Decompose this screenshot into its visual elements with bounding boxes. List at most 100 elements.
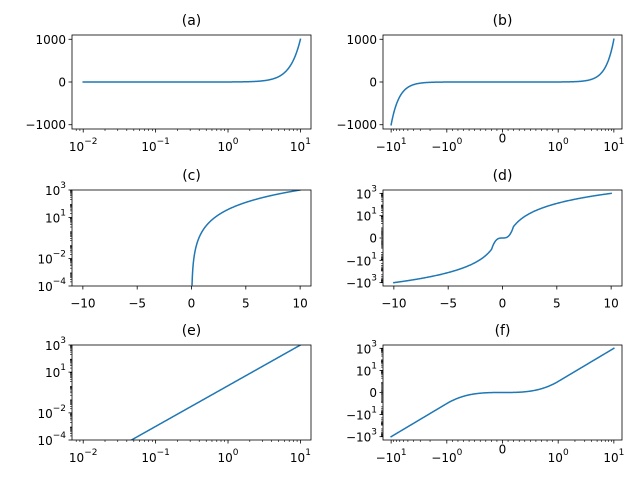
y-tick-label: 0 bbox=[369, 232, 377, 246]
x-tick-label-base: 10 bbox=[69, 140, 84, 154]
x-tick-label: 100 bbox=[548, 137, 569, 154]
subplot-title: (f) bbox=[495, 323, 511, 339]
y-tick-label-exponent: −4 bbox=[53, 431, 67, 441]
y-tick-label: 10−2 bbox=[37, 403, 66, 420]
x-tick-label: 0 bbox=[499, 297, 507, 311]
series-line-x3 bbox=[129, 345, 302, 440]
y-tick-label-exponent: 1 bbox=[60, 363, 66, 373]
series-line-x3 bbox=[191, 190, 301, 286]
x-tick-label-base: 10 bbox=[548, 451, 563, 465]
y-tick-label-exponent: 3 bbox=[371, 184, 377, 194]
axes-frame bbox=[71, 344, 312, 441]
x-tick-label: 101 bbox=[603, 448, 624, 465]
x-tick-label: −100 bbox=[431, 137, 462, 154]
x-tick-label-exponent: 1 bbox=[619, 137, 625, 147]
y-tick-label-base: 10 bbox=[37, 434, 52, 448]
y-tick-label-exponent: 3 bbox=[371, 339, 377, 349]
x-tick-label-exponent: 0 bbox=[457, 448, 463, 458]
y-tick-label-exponent: 1 bbox=[60, 208, 66, 218]
x-tick-label: 101 bbox=[290, 448, 311, 465]
x-tick-label: 5 bbox=[242, 297, 250, 311]
subplot-title: (e) bbox=[182, 323, 202, 339]
x-tick-label-exponent: −1 bbox=[157, 137, 170, 147]
x-tick-label: 10−2 bbox=[69, 448, 98, 465]
y-tick-label-exponent: 3 bbox=[371, 273, 377, 283]
x-tick-label-exponent: 0 bbox=[233, 448, 239, 458]
x-tick-label-base: 10 bbox=[603, 451, 618, 465]
x-tick-label: 0 bbox=[499, 132, 507, 146]
x-tick-label-exponent: 0 bbox=[563, 448, 569, 458]
y-tick-label-exponent: 1 bbox=[371, 405, 377, 415]
series-line-x3 bbox=[82, 38, 302, 83]
subplot-title: (c) bbox=[182, 168, 201, 184]
x-tick-label: 10−1 bbox=[141, 448, 170, 465]
y-tick-label: 103 bbox=[45, 181, 66, 198]
x-tick-label: 101 bbox=[603, 137, 624, 154]
y-tick-label-base: −10 bbox=[346, 430, 371, 444]
x-tick-label-base: 10 bbox=[69, 451, 84, 465]
x-tick-label-exponent: 0 bbox=[457, 137, 463, 147]
y-tick-label-base: 10 bbox=[356, 187, 371, 201]
x-tick-label: 0 bbox=[188, 297, 196, 311]
y-tick-label-base: 10 bbox=[45, 184, 60, 198]
x-tick-label-base: 10 bbox=[548, 140, 563, 154]
y-tick-label-base: 10 bbox=[37, 280, 52, 294]
y-tick-label-exponent: 3 bbox=[371, 427, 377, 437]
x-tick-label-exponent: 1 bbox=[401, 448, 407, 458]
y-tick-label: −103 bbox=[346, 273, 377, 290]
y-tick-label: 0 bbox=[369, 386, 377, 400]
y-tick-label-exponent: 1 bbox=[371, 251, 377, 261]
x-tick-label-base: 10 bbox=[141, 451, 156, 465]
y-tick-label-exponent: −2 bbox=[53, 249, 66, 259]
x-tick-label: −10 bbox=[70, 297, 95, 311]
x-tick-label-base: 10 bbox=[603, 140, 618, 154]
y-tick-label: −101 bbox=[346, 251, 377, 268]
x-tick-label-exponent: −2 bbox=[84, 137, 97, 147]
x-tick-label-base: 10 bbox=[290, 140, 305, 154]
y-tick-label: 1000 bbox=[346, 33, 377, 47]
x-tick-label: −5 bbox=[439, 297, 457, 311]
y-tick-label: −1000 bbox=[336, 118, 377, 132]
x-tick-label-base: −10 bbox=[376, 451, 401, 465]
y-tick-label: 10−4 bbox=[37, 277, 66, 294]
axes-frame bbox=[382, 344, 623, 441]
x-tick-label-exponent: 1 bbox=[401, 137, 407, 147]
x-tick-label: 100 bbox=[218, 137, 239, 154]
y-tick-label-base: 10 bbox=[37, 252, 52, 266]
x-tick-label: −5 bbox=[128, 297, 146, 311]
y-tick-label-base: 10 bbox=[356, 342, 371, 356]
x-tick-label-exponent: 0 bbox=[233, 137, 239, 147]
series-line-x3 bbox=[393, 192, 612, 284]
x-tick-label: 100 bbox=[548, 448, 569, 465]
axes-frame bbox=[382, 34, 623, 130]
y-tick-label: −103 bbox=[346, 427, 377, 444]
y-tick-label-exponent: −4 bbox=[53, 277, 67, 287]
x-tick-label-exponent: −1 bbox=[157, 448, 170, 458]
series-line-x3 bbox=[390, 347, 615, 438]
subplot-title: (b) bbox=[493, 13, 513, 29]
y-tick-label: −1000 bbox=[25, 118, 66, 132]
x-tick-label: 10−2 bbox=[69, 137, 98, 154]
y-tick-label-base: 10 bbox=[45, 339, 60, 353]
x-tick-label-base: −10 bbox=[431, 451, 456, 465]
y-tick-label-base: −10 bbox=[346, 254, 371, 268]
x-tick-label-base: −10 bbox=[431, 140, 456, 154]
x-tick-label-base: 10 bbox=[290, 451, 305, 465]
x-tick-label-exponent: 1 bbox=[619, 448, 625, 458]
y-tick-label-exponent: 3 bbox=[60, 336, 66, 346]
y-tick-label: −101 bbox=[346, 405, 377, 422]
y-tick-label-exponent: 3 bbox=[60, 181, 66, 191]
y-tick-label-exponent: 1 bbox=[371, 206, 377, 216]
x-tick-label: 101 bbox=[290, 137, 311, 154]
axes-frame bbox=[382, 189, 623, 287]
x-tick-label-base: 10 bbox=[218, 140, 233, 154]
y-tick-label-base: −10 bbox=[346, 408, 371, 422]
x-tick-label-exponent: 0 bbox=[563, 137, 569, 147]
